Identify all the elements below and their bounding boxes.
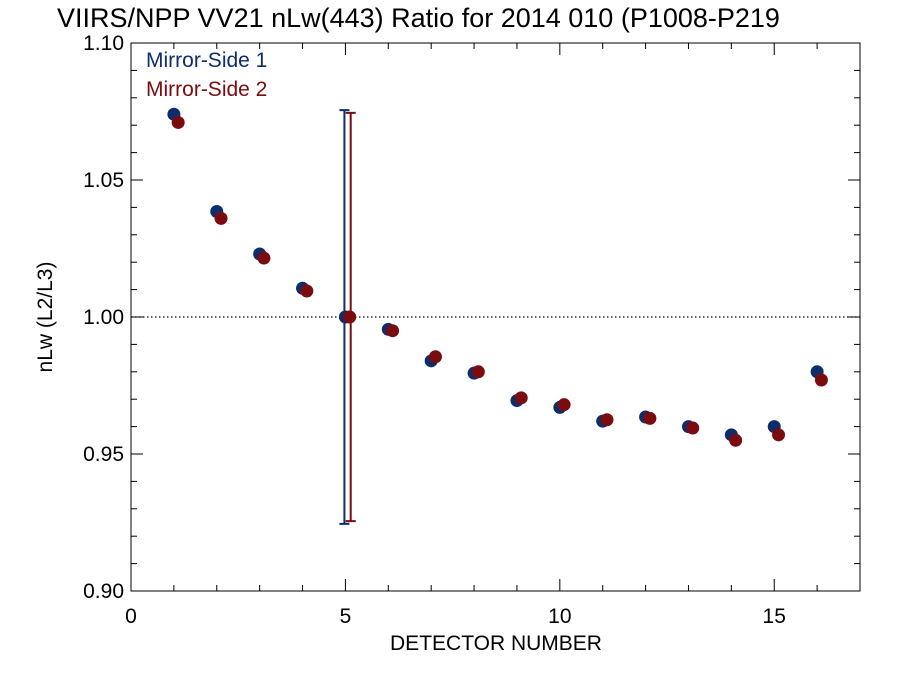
data-point-mirror-side-2 [386,324,400,338]
y-axis-label: nLw (L2/L3) [34,262,57,373]
chart-title: VIIRS/NPP VV21 nLw(443) Ratio for 2014 0… [57,3,780,33]
plot-frame [130,42,861,592]
legend-entry-mirror-side-1: Mirror-Side 1 [146,49,267,72]
y-tick-label: 1.05 [83,169,124,192]
y-tick-label: 1.10 [83,32,124,55]
y-tick-label: 0.90 [83,580,124,603]
data-point-mirror-side-2 [214,211,228,225]
data-point-mirror-side-2 [471,365,485,379]
y-tick-label: 1.00 [83,306,124,329]
data-point-mirror-side-2 [814,373,828,387]
data-point-mirror-side-2 [772,428,786,442]
data-point-mirror-side-2 [729,433,743,447]
data-point-mirror-side-2 [643,411,657,425]
data-point-mirror-side-2 [428,350,442,364]
data-point-mirror-side-2 [514,391,528,405]
x-tick-label: 5 [340,605,352,628]
data-point-mirror-side-2 [686,421,700,435]
data-point-mirror-side-2 [557,398,571,412]
y-tick-label: 0.95 [83,443,124,466]
data-point-mirror-side-2 [300,284,314,298]
legend-entry-mirror-side-2: Mirror-Side 2 [146,78,267,101]
x-tick-label: 0 [125,605,137,628]
x-tick-label: 10 [548,605,571,628]
data-point-mirror-side-2 [257,251,271,265]
data-point-mirror-side-2 [171,115,185,129]
x-axis-label: DETECTOR NUMBER [390,632,602,655]
data-point-mirror-side-2 [343,310,357,324]
x-tick-label: 15 [763,605,786,628]
data-point-mirror-side-2 [600,413,614,427]
